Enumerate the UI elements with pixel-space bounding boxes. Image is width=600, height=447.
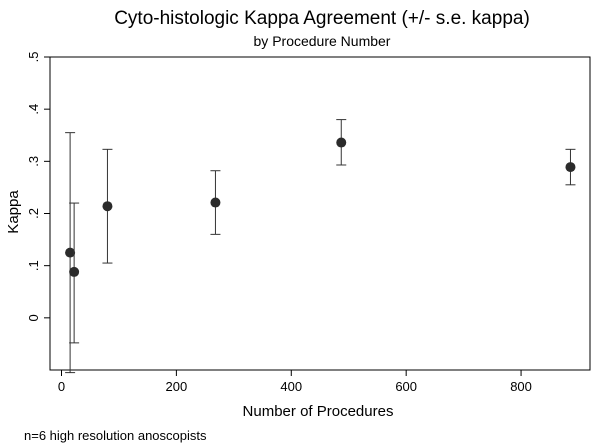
x-axis: 0 200 400 600 800 bbox=[58, 370, 532, 394]
x-tick-label: 0 bbox=[58, 379, 65, 394]
y-tick-label: .3 bbox=[26, 156, 41, 167]
x-tick-label: 800 bbox=[510, 379, 532, 394]
y-tick-label: .5 bbox=[26, 52, 41, 63]
y-tick-label: .4 bbox=[26, 104, 41, 115]
x-axis-label: Number of Procedures bbox=[243, 403, 394, 420]
data-point bbox=[69, 266, 80, 277]
chart-title: Cyto-histologic Kappa Agreement (+/- s.e… bbox=[114, 8, 530, 29]
x-tick-label: 400 bbox=[280, 379, 302, 394]
data-marks bbox=[65, 119, 576, 374]
data-point bbox=[336, 137, 347, 148]
x-tick-label: 600 bbox=[395, 379, 417, 394]
y-tick-label: .2 bbox=[26, 208, 41, 219]
y-axis: 0 .1 .2 .3 .4 .5 bbox=[26, 52, 50, 321]
data-point bbox=[210, 197, 221, 208]
y-axis-label: Kappa bbox=[5, 190, 22, 234]
y-tick-label: .1 bbox=[26, 260, 41, 271]
chart-subtitle: by Procedure Number bbox=[254, 33, 391, 49]
footnote: n=6 high resolution anoscopists bbox=[24, 428, 207, 443]
plot-area-frame bbox=[49, 56, 591, 371]
data-point bbox=[102, 201, 113, 212]
x-tick-label: 200 bbox=[166, 379, 188, 394]
data-point bbox=[565, 162, 576, 173]
data-point bbox=[65, 247, 76, 258]
y-tick-label: 0 bbox=[26, 314, 41, 321]
